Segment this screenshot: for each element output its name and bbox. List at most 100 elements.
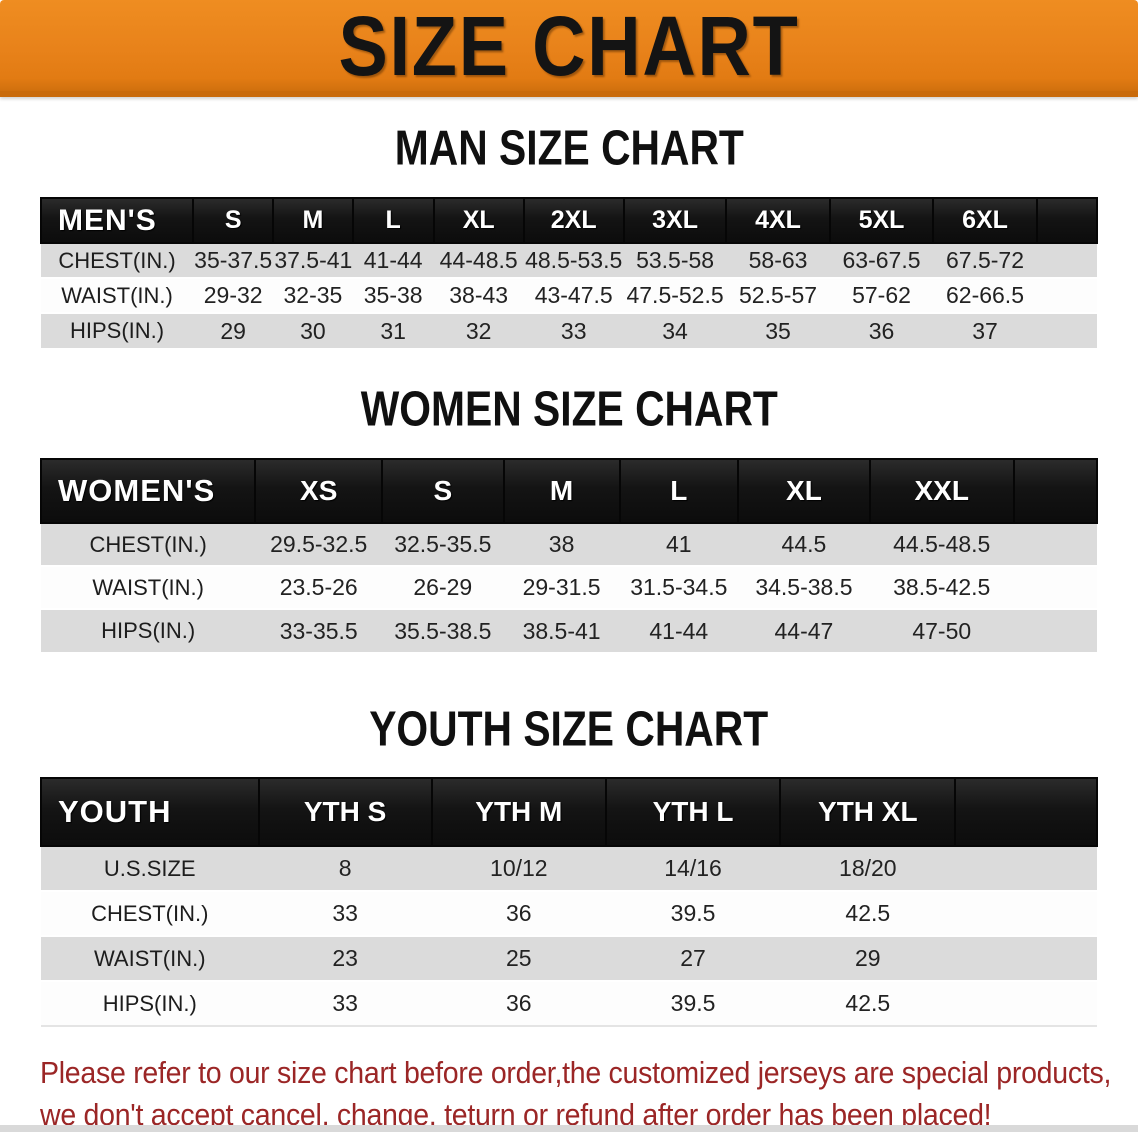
- size-cell: 14/16: [605, 845, 781, 891]
- row-label: HIPS(IN.): [41, 608, 256, 652]
- row-label: HIPS(IN.): [41, 980, 259, 1027]
- men-section-heading: MAN SIZE CHART: [0, 121, 1138, 176]
- size-column-header: YTH M: [430, 777, 607, 847]
- size-cell: 32: [433, 312, 524, 348]
- size-cell: 23: [258, 935, 432, 981]
- row-label: WAIST(IN.): [41, 277, 194, 313]
- size-cell: 48.5-53.5: [523, 242, 624, 278]
- row-label: CHEST(IN.): [41, 522, 256, 566]
- size-column-header: XL: [736, 458, 871, 524]
- size-cell: 29: [193, 312, 274, 348]
- size-cell: 36: [431, 890, 606, 936]
- size-cell: 32-35: [273, 277, 353, 313]
- size-cell: 39.5: [605, 890, 781, 936]
- spacer-cell: [1013, 565, 1097, 609]
- size-cell: 42.5: [780, 890, 956, 936]
- size-cell: 34.5-38.5: [737, 565, 870, 609]
- men-header-row: MEN'S S M L XL 2XL 3XL 4XL 5XL 6XL: [39, 197, 1099, 244]
- men-heading-text: MAN SIZE CHART: [394, 121, 744, 176]
- men-size-table: MEN'S S M L XL 2XL 3XL 4XL 5XL 6XL CHEST(IN.) 35…: [39, 197, 1099, 348]
- youth-header-label: YOUTH: [40, 777, 260, 847]
- size-column-header: YTH L: [604, 777, 782, 847]
- size-cell: 35-38: [352, 277, 434, 313]
- size-cell: 34: [623, 312, 727, 348]
- size-cell: 41: [619, 522, 738, 566]
- size-cell: 52.5-57: [726, 277, 830, 313]
- spacer-cell: [1013, 608, 1097, 652]
- size-cell: 23.5-26: [255, 565, 383, 609]
- size-cell: 41-44: [352, 242, 434, 278]
- row-label: CHEST(IN.): [41, 890, 259, 936]
- size-column-header: 4XL: [725, 197, 831, 244]
- size-cell: 31.5-34.5: [619, 565, 738, 609]
- bottom-edge-strip: [0, 1125, 1138, 1132]
- size-cell: 47.5-52.5: [623, 277, 727, 313]
- size-column-header: 3XL: [622, 197, 728, 244]
- size-column-header: XXL: [868, 458, 1015, 524]
- size-cell: 43-47.5: [523, 277, 624, 313]
- size-cell: 27: [605, 935, 781, 981]
- size-cell: 29.5-32.5: [255, 522, 383, 566]
- banner-title: SIZE CHART: [338, 0, 800, 93]
- spacer-cell: [955, 935, 1097, 981]
- men-waist-row: WAIST(IN.) 29-32 32-35 35-38 38-43 43-47.5 47…: [41, 277, 1097, 313]
- size-column-header: 5XL: [828, 197, 935, 244]
- size-cell: 42.5: [780, 980, 956, 1027]
- size-column-header: S: [381, 458, 505, 524]
- women-chest-row: CHEST(IN.) 29.5-32.5 32.5-35.5 38 41 44.5 44.…: [41, 522, 1097, 566]
- men-hips-row: HIPS(IN.) 29 30 31 32 33 34 35 36 37: [41, 312, 1097, 348]
- size-cell: 53.5-58: [623, 242, 727, 278]
- size-cell: 31: [352, 312, 434, 348]
- size-cell: 25: [431, 935, 606, 981]
- size-cell: 37.5-41: [273, 242, 353, 278]
- size-column-header: YTH XL: [779, 777, 957, 847]
- size-cell: 32.5-35.5: [382, 522, 504, 566]
- size-cell: 57-62: [829, 277, 934, 313]
- size-column-header: M: [502, 458, 621, 524]
- size-column-header: XL: [432, 197, 525, 244]
- youth-ussize-row: U.S.SIZE 8 10/12 14/16 18/20: [41, 845, 1097, 891]
- women-header-label: WOMEN'S: [39, 458, 257, 524]
- size-column-header: 6XL: [932, 197, 1038, 244]
- youth-waist-row: WAIST(IN.) 23 25 27 29: [41, 935, 1097, 981]
- size-cell: 39.5: [605, 980, 781, 1027]
- size-cell: 29-31.5: [503, 565, 620, 609]
- spacer-cell: [955, 845, 1097, 891]
- spacer-cell: [1036, 242, 1097, 278]
- row-label: CHEST(IN.): [41, 242, 194, 278]
- size-cell: 38.5-42.5: [869, 565, 1014, 609]
- size-cell: 35: [726, 312, 830, 348]
- youth-header-row: YOUTH YTH S YTH M YTH L YTH XL: [40, 777, 1098, 847]
- women-section-heading: WOMEN SIZE CHART: [0, 385, 1138, 434]
- spacer-cell: [1035, 197, 1099, 244]
- disclaimer: Please refer to our size chart before or…: [40, 1052, 1138, 1136]
- men-header-label: MEN'S: [39, 197, 195, 244]
- size-column-header: YTH S: [257, 777, 433, 847]
- size-cell: 33: [258, 980, 432, 1027]
- size-cell: 10/12: [431, 845, 606, 891]
- size-column-header: XS: [254, 458, 384, 524]
- women-size-table: WOMEN'S XS S M L XL XXL CHEST(IN.) 29.5-32.5 3…: [39, 458, 1099, 652]
- spacer-cell: [1036, 312, 1097, 348]
- size-cell: 37: [933, 312, 1037, 348]
- size-cell: 38.5-41: [503, 608, 620, 652]
- size-cell: 29: [780, 935, 956, 981]
- size-cell: 33: [258, 890, 432, 936]
- spacer-cell: [1013, 522, 1097, 566]
- spacer-cell: [955, 980, 1097, 1027]
- size-cell: 36: [829, 312, 934, 348]
- size-cell: 67.5-72: [933, 242, 1037, 278]
- size-cell: 35.5-38.5: [382, 608, 504, 652]
- women-header-row: WOMEN'S XS S M L XL XXL: [39, 458, 1099, 524]
- women-waist-row: WAIST(IN.) 23.5-26 26-29 29-31.5 31.5-34.5 3…: [41, 565, 1097, 609]
- spacer-cell: [955, 890, 1097, 936]
- spacer-cell: [954, 777, 1098, 847]
- size-cell: 44-48.5: [433, 242, 524, 278]
- youth-section-heading: YOUTH SIZE CHART: [0, 705, 1138, 754]
- size-cell: 47-50: [869, 608, 1014, 652]
- row-label: WAIST(IN.): [41, 565, 256, 609]
- size-cell: 29-32: [193, 277, 274, 313]
- size-cell: 62-66.5: [933, 277, 1037, 313]
- size-cell: 44-47: [737, 608, 870, 652]
